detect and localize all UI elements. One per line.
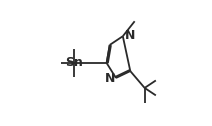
Text: N: N [105, 72, 115, 85]
Text: N: N [125, 29, 135, 42]
Text: Sn: Sn [65, 56, 82, 70]
